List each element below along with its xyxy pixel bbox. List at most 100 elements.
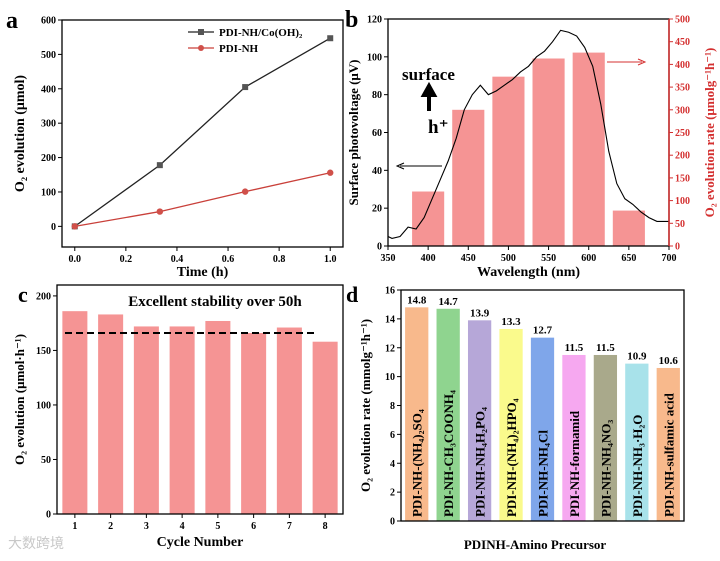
chart-title: Excellent stability over 50h (128, 294, 302, 310)
value-label: 11.5 (596, 342, 615, 354)
y-tick-label: 12 (385, 343, 395, 354)
x-axis-label: PDINH-Amino Precursor (464, 537, 607, 552)
category-label: PDI-NH-sulfamic acid (661, 392, 676, 517)
y-tick-label: 300 (675, 105, 690, 116)
bar (62, 311, 88, 514)
x-tick-label: 0.4 (171, 254, 184, 265)
panel-label-d: d (346, 282, 358, 307)
value-label: 11.5 (565, 342, 584, 354)
y-tick-label: 40 (372, 166, 382, 177)
bar (205, 320, 231, 514)
bar (436, 308, 460, 521)
series-line (74, 172, 331, 228)
y-tick-label: 50 (41, 455, 51, 466)
y-tick-label: 6 (390, 430, 395, 441)
y-tick-label: 350 (675, 83, 690, 94)
category-label: PDI-NH-NH₄Cl (536, 430, 551, 517)
x-axis-label: Time (h) (177, 265, 229, 280)
y-tick-label: 500 (41, 50, 56, 61)
bar (562, 354, 586, 521)
x-tick-label: 350 (381, 253, 396, 264)
y-tick-label: 150 (36, 346, 51, 357)
y-tick-label: 60 (372, 128, 382, 139)
x-tick-label: 8 (323, 521, 328, 532)
value-label: 13.3 (501, 316, 521, 328)
value-label: 12.7 (533, 325, 553, 337)
x-tick-label: 400 (421, 253, 436, 264)
y-tick-label: 500 (675, 15, 690, 26)
panel-label-a: a (6, 8, 18, 34)
x-tick-label: 0.6 (222, 254, 235, 265)
data-point (156, 162, 163, 169)
y-tick-label: 10 (385, 372, 395, 383)
x-axis-label: Cycle Number (157, 535, 244, 550)
x-tick-label: 600 (581, 253, 596, 264)
bar (572, 52, 605, 246)
bar (405, 307, 429, 521)
x-tick-label: 1.0 (324, 254, 337, 265)
data-point (156, 208, 164, 215)
bar (532, 58, 565, 246)
y-tick-label: 450 (675, 37, 690, 48)
category-label: PDI-NH-formamid (567, 410, 582, 517)
plot-frame-a (61, 19, 344, 248)
annotation-hole: h⁺ (428, 117, 449, 138)
legend-label: PDI-NH/Co(OH)₂ (219, 27, 303, 39)
category-label: PDI-NH-CH₃COONH₄ (441, 390, 456, 517)
y-tick-label: 200 (36, 291, 51, 302)
data-point (327, 169, 334, 176)
data-point (71, 223, 78, 230)
category-label: PDI-NH-NH₃·H₂O (630, 415, 645, 517)
bar (593, 354, 618, 521)
data-point (241, 188, 249, 195)
bar (133, 326, 159, 514)
y-tick-label: 150 (675, 173, 690, 184)
y-tick-label: 0 (390, 517, 395, 528)
x-tick-label: 450 (461, 253, 476, 264)
bar (625, 363, 649, 521)
bar (656, 367, 680, 521)
value-label: 13.9 (470, 307, 490, 319)
bar (169, 326, 195, 514)
up-arrow-icon (420, 81, 438, 111)
y-axis-label: O₂ evolution (μmol) (13, 75, 28, 192)
legend-label: PDI-NH (219, 43, 259, 55)
y-tick-label: 100 (675, 196, 690, 207)
x-tick-label: 0.8 (273, 254, 286, 265)
x-axis-label: Wavelength (nm) (477, 265, 580, 280)
x-tick-label: 650 (621, 253, 636, 264)
y-axis-label: O₂ evolution (μmol·h⁻¹) (12, 334, 27, 465)
y-tick-label: 0 (377, 242, 382, 253)
y-tick-label: 100 (367, 52, 382, 63)
panel-label-b: b (345, 7, 358, 33)
value-label: 14.8 (407, 294, 427, 306)
x-tick-label: 4 (180, 521, 185, 532)
x-tick-label: 3 (144, 521, 149, 532)
x-tick-label: 1 (72, 521, 77, 532)
y-tick-label: 100 (41, 187, 56, 198)
category-label: PDI-NH-(NH₄)₂SO₄ (410, 409, 425, 517)
value-label: 14.7 (439, 296, 459, 308)
bar (98, 314, 124, 514)
y-axis-label: O₂ evolution rate (mmolg⁻¹h⁻¹) (358, 319, 373, 492)
y-tick-label: 100 (36, 400, 51, 411)
annotation-surface: surface (402, 65, 455, 84)
x-tick-label: 700 (662, 253, 677, 264)
category-label: PDI-NH-NH₄NO₃ (598, 420, 613, 517)
bar (452, 109, 485, 246)
y-tick-label: 250 (675, 128, 690, 139)
y-tick-label: 400 (41, 84, 56, 95)
x-tick-label: 0.2 (120, 254, 133, 265)
bar (612, 210, 645, 246)
right-arrow-icon (607, 58, 647, 66)
x-tick-label: 0.0 (69, 254, 82, 265)
y-tick-label: 0 (46, 510, 51, 521)
category-label: PDI-NH-(NH₄)₂HPO₄ (504, 398, 519, 517)
bar (492, 76, 525, 247)
y-tick-label: 400 (675, 60, 690, 71)
category-label: PDI-NH-NH₄H₂PO₄ (473, 407, 488, 517)
value-label: 10.9 (627, 351, 647, 363)
x-tick-label: 6 (251, 521, 256, 532)
x-tick-label: 2 (108, 521, 113, 532)
